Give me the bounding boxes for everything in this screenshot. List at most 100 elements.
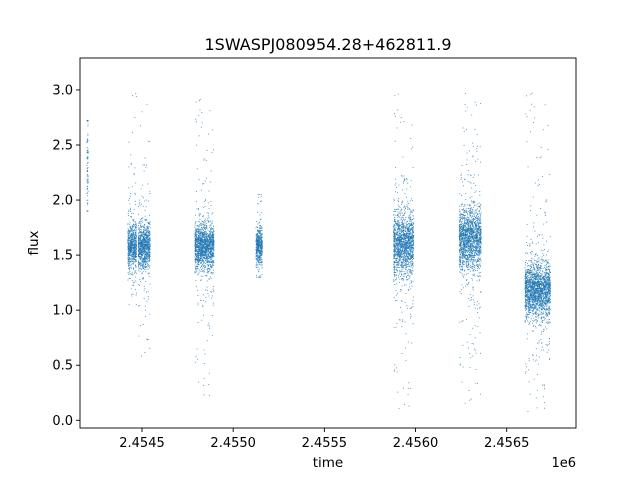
- data-point: [148, 265, 150, 267]
- data-point: [145, 316, 147, 318]
- data-point: [147, 244, 148, 245]
- data-point: [403, 230, 405, 232]
- data-point: [139, 239, 141, 241]
- data-point: [149, 214, 150, 216]
- data-point: [196, 257, 198, 259]
- data-point: [134, 221, 136, 223]
- data-point: [198, 257, 200, 259]
- data-point: [198, 225, 200, 227]
- data-point: [130, 254, 132, 256]
- data-point: [400, 117, 402, 119]
- data-point: [257, 248, 259, 250]
- data-point: [207, 215, 209, 217]
- data-point: [147, 231, 149, 233]
- data-point: [146, 232, 148, 233]
- data-point: [148, 234, 150, 236]
- data-point: [261, 235, 263, 237]
- data-point: [87, 178, 89, 180]
- data-point: [408, 222, 409, 224]
- data-point: [205, 259, 207, 261]
- data-point: [148, 237, 150, 239]
- data-point: [87, 210, 89, 212]
- data-point: [213, 242, 215, 244]
- data-point: [409, 248, 411, 250]
- data-point: [200, 248, 202, 250]
- data-point: [202, 250, 204, 252]
- data-point: [412, 255, 414, 257]
- data-point: [412, 167, 414, 169]
- data-point: [137, 246, 139, 248]
- data-point: [408, 256, 409, 258]
- data-point: [138, 244, 140, 246]
- data-point: [412, 254, 413, 256]
- data-point: [129, 249, 131, 251]
- data-point: [204, 255, 206, 257]
- data-point: [261, 253, 263, 254]
- data-point: [206, 238, 208, 239]
- data-point: [257, 259, 259, 261]
- data-point: [199, 213, 201, 215]
- data-point: [131, 241, 133, 243]
- data-point: [207, 219, 209, 221]
- data-point: [257, 253, 259, 255]
- data-point: [138, 256, 139, 257]
- data-point: [394, 258, 396, 259]
- data-point: [194, 233, 196, 235]
- data-point: [258, 233, 260, 234]
- data-point: [412, 250, 414, 252]
- data-point: [211, 255, 213, 257]
- data-point: [207, 229, 209, 231]
- data-point: [147, 338, 149, 340]
- data-point: [202, 183, 204, 185]
- data-point: [195, 220, 197, 222]
- data-point: [208, 278, 210, 280]
- data-point: [411, 273, 413, 275]
- data-point: [206, 245, 208, 246]
- data-point: [397, 225, 398, 227]
- data-point: [201, 254, 202, 256]
- data-point: [196, 168, 198, 170]
- data-point: [258, 250, 260, 252]
- data-point: [212, 228, 214, 229]
- data-point: [135, 256, 137, 258]
- data-point: [206, 240, 208, 242]
- data-point: [142, 226, 144, 228]
- data-point: [195, 269, 197, 271]
- data-point: [208, 253, 210, 255]
- data-point: [405, 261, 407, 263]
- data-point: [202, 244, 204, 246]
- data-point: [208, 234, 209, 236]
- data-point: [141, 242, 143, 244]
- data-point: [204, 234, 206, 236]
- data-point: [198, 259, 200, 261]
- data-point: [207, 261, 209, 263]
- data-point: [204, 253, 206, 255]
- data-point: [195, 243, 197, 245]
- data-point: [208, 249, 210, 251]
- data-point: [412, 226, 414, 228]
- data-point: [144, 246, 146, 248]
- data-point: [87, 156, 89, 158]
- data-point: [209, 245, 211, 247]
- data-point: [131, 260, 133, 262]
- data-point: [135, 266, 137, 268]
- data-point: [399, 257, 401, 259]
- data-point: [141, 195, 143, 197]
- data-point: [209, 327, 211, 329]
- data-point: [205, 301, 207, 303]
- data-point: [198, 236, 200, 238]
- data-point: [204, 265, 206, 267]
- data-point: [139, 235, 141, 236]
- data-point: [397, 232, 399, 234]
- data-point: [131, 229, 133, 231]
- data-point: [207, 247, 209, 249]
- data-point: [258, 230, 260, 232]
- data-point: [204, 268, 206, 270]
- data-point: [406, 236, 408, 238]
- data-point: [406, 255, 408, 257]
- data-point: [128, 272, 130, 274]
- data-point: [397, 255, 399, 257]
- data-point: [195, 200, 197, 202]
- data-point: [144, 352, 146, 353]
- data-point: [404, 239, 406, 241]
